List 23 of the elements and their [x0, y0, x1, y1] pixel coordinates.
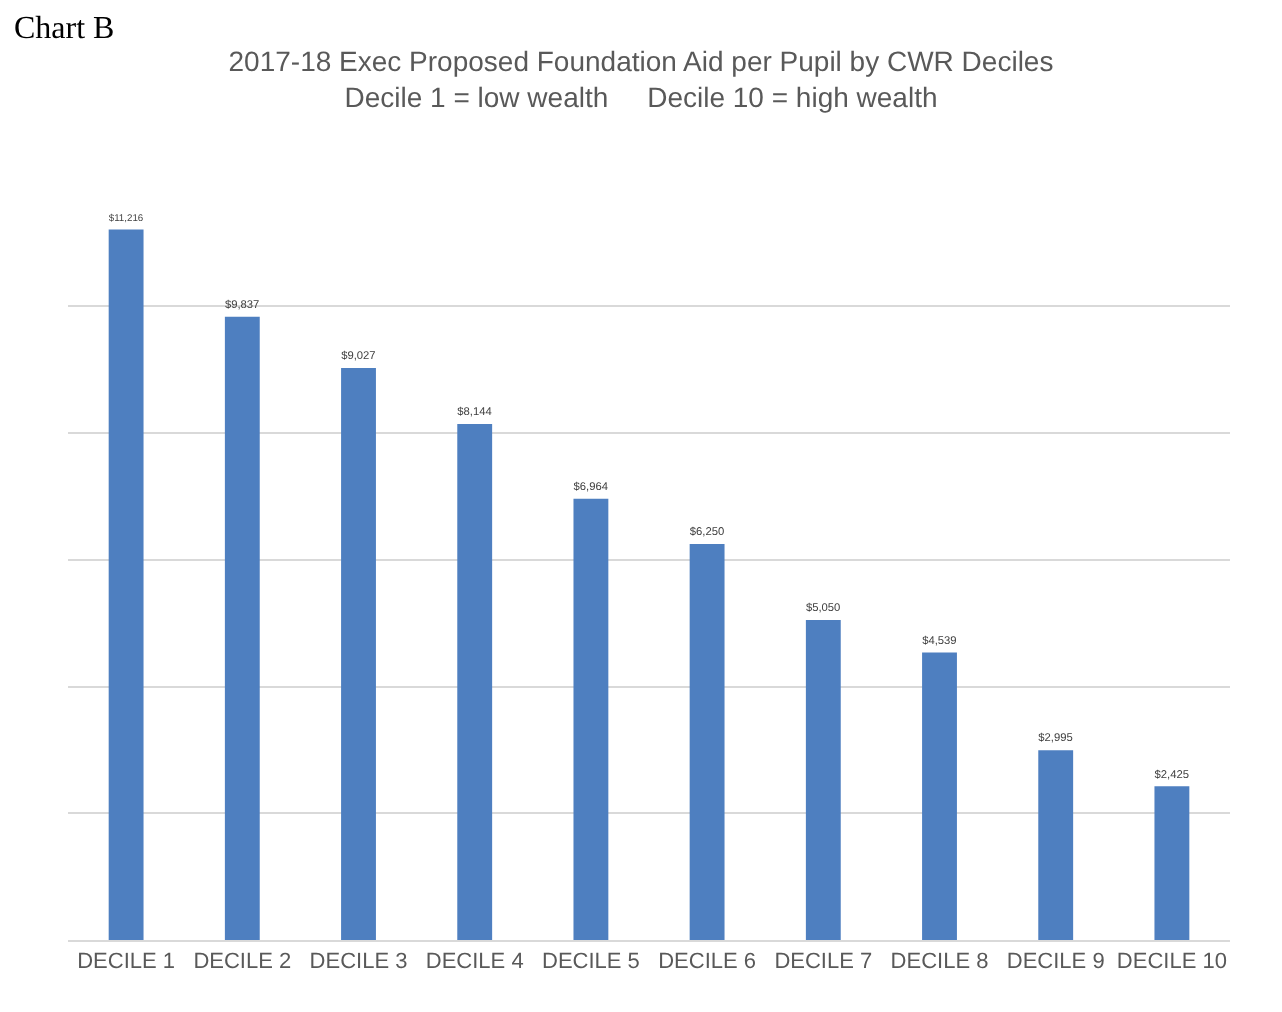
x-tick-label: DECILE 8: [890, 950, 989, 975]
x-tick-label: DECILE 5: [541, 950, 640, 975]
chart-title: 2017-18 Exec Proposed Foundation Aid per Pupil by CWR Deciles: [228, 44, 1054, 77]
bar: [922, 652, 957, 940]
chart-subtitle: Decile 1 = low wealth Decile 10 = high wealth: [344, 81, 938, 114]
bar: [1154, 786, 1190, 940]
bar: [224, 316, 260, 940]
x-tick-label: DECILE 2: [193, 950, 292, 975]
x-tick-label: DECILE 3: [309, 950, 408, 975]
x-tick-label: DECILE 4: [425, 950, 524, 975]
x-tick-label: DECILE 6: [658, 950, 757, 975]
bar: [805, 620, 841, 940]
x-tick-label: DECILE 7: [774, 950, 873, 975]
bar: [573, 498, 609, 940]
bar: [1038, 750, 1074, 940]
x-tick-label: DECILE 9: [1006, 950, 1105, 975]
x-tick-label: DECILE 10: [1116, 950, 1227, 975]
bar: [341, 368, 376, 940]
text: Chart B: [14, 12, 115, 46]
bar: [689, 544, 725, 940]
x-tick-label: DECILE 1: [77, 950, 176, 975]
bar: [108, 229, 144, 940]
bar: [457, 424, 493, 940]
